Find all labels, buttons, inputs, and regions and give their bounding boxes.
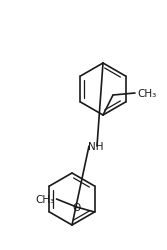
Text: O: O	[72, 202, 81, 212]
Text: CH₃: CH₃	[137, 89, 156, 99]
Text: CH₃: CH₃	[35, 194, 54, 204]
Text: NH: NH	[88, 142, 104, 152]
